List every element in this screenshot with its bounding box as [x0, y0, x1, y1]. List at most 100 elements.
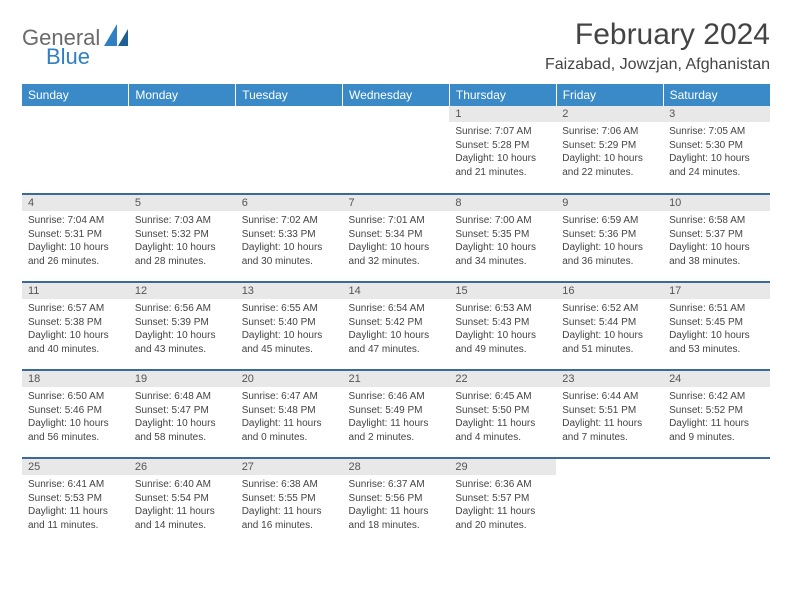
day-details: Sunrise: 6:41 AMSunset: 5:53 PMDaylight:… [22, 475, 129, 536]
day-number: 9 [556, 195, 663, 211]
sunrise-line: Sunrise: 6:37 AM [349, 478, 444, 492]
calendar-day: 17Sunrise: 6:51 AMSunset: 5:45 PMDayligh… [663, 282, 770, 370]
day-number: 19 [129, 371, 236, 387]
sunset-line: Sunset: 5:29 PM [562, 139, 657, 153]
daylight-line: Daylight: 10 hours and 36 minutes. [562, 241, 657, 268]
sunrise-line: Sunrise: 6:40 AM [135, 478, 230, 492]
day-number: 12 [129, 283, 236, 299]
sunrise-line: Sunrise: 6:44 AM [562, 390, 657, 404]
calendar-day: 9Sunrise: 6:59 AMSunset: 5:36 PMDaylight… [556, 194, 663, 282]
day-details: Sunrise: 6:47 AMSunset: 5:48 PMDaylight:… [236, 387, 343, 448]
day-details: Sunrise: 7:03 AMSunset: 5:32 PMDaylight:… [129, 211, 236, 272]
calendar-week: 4Sunrise: 7:04 AMSunset: 5:31 PMDaylight… [22, 194, 770, 282]
calendar-week: 1Sunrise: 7:07 AMSunset: 5:28 PMDaylight… [22, 106, 770, 194]
sunset-line: Sunset: 5:55 PM [242, 492, 337, 506]
day-details: Sunrise: 6:53 AMSunset: 5:43 PMDaylight:… [449, 299, 556, 360]
day-number: 14 [343, 283, 450, 299]
calendar-day [556, 458, 663, 546]
calendar-day: 1Sunrise: 7:07 AMSunset: 5:28 PMDaylight… [449, 106, 556, 194]
sunset-line: Sunset: 5:32 PM [135, 228, 230, 242]
day-number: 28 [343, 459, 450, 475]
day-number: 4 [22, 195, 129, 211]
day-number: 6 [236, 195, 343, 211]
sunset-line: Sunset: 5:31 PM [28, 228, 123, 242]
calendar-day: 6Sunrise: 7:02 AMSunset: 5:33 PMDaylight… [236, 194, 343, 282]
day-number: 25 [22, 459, 129, 475]
sunset-line: Sunset: 5:48 PM [242, 404, 337, 418]
day-number: 7 [343, 195, 450, 211]
sunset-line: Sunset: 5:47 PM [135, 404, 230, 418]
day-header: Saturday [663, 84, 770, 106]
day-number: 21 [343, 371, 450, 387]
daylight-line: Daylight: 10 hours and 45 minutes. [242, 329, 337, 356]
sunset-line: Sunset: 5:50 PM [455, 404, 550, 418]
daylight-line: Daylight: 11 hours and 0 minutes. [242, 417, 337, 444]
sunset-line: Sunset: 5:56 PM [349, 492, 444, 506]
calendar-day [343, 106, 450, 194]
day-details: Sunrise: 6:36 AMSunset: 5:57 PMDaylight:… [449, 475, 556, 536]
day-header: Monday [129, 84, 236, 106]
calendar-day: 10Sunrise: 6:58 AMSunset: 5:37 PMDayligh… [663, 194, 770, 282]
day-number: 1 [449, 106, 556, 122]
sunrise-line: Sunrise: 6:52 AM [562, 302, 657, 316]
calendar-day: 8Sunrise: 7:00 AMSunset: 5:35 PMDaylight… [449, 194, 556, 282]
daylight-line: Daylight: 10 hours and 43 minutes. [135, 329, 230, 356]
daylight-line: Daylight: 10 hours and 38 minutes. [669, 241, 764, 268]
calendar-day: 29Sunrise: 6:36 AMSunset: 5:57 PMDayligh… [449, 458, 556, 546]
calendar-day: 27Sunrise: 6:38 AMSunset: 5:55 PMDayligh… [236, 458, 343, 546]
calendar-day [236, 106, 343, 194]
day-header: Thursday [449, 84, 556, 106]
sunset-line: Sunset: 5:45 PM [669, 316, 764, 330]
sunset-line: Sunset: 5:53 PM [28, 492, 123, 506]
daylight-line: Daylight: 11 hours and 11 minutes. [28, 505, 123, 532]
sunrise-line: Sunrise: 7:03 AM [135, 214, 230, 228]
day-number: 20 [236, 371, 343, 387]
day-header: Sunday [22, 84, 129, 106]
day-header: Tuesday [236, 84, 343, 106]
calendar-week: 18Sunrise: 6:50 AMSunset: 5:46 PMDayligh… [22, 370, 770, 458]
sunset-line: Sunset: 5:37 PM [669, 228, 764, 242]
day-number: 16 [556, 283, 663, 299]
day-details: Sunrise: 6:42 AMSunset: 5:52 PMDaylight:… [663, 387, 770, 448]
day-details: Sunrise: 6:44 AMSunset: 5:51 PMDaylight:… [556, 387, 663, 448]
sunrise-line: Sunrise: 7:06 AM [562, 125, 657, 139]
day-details: Sunrise: 6:55 AMSunset: 5:40 PMDaylight:… [236, 299, 343, 360]
calendar-day: 25Sunrise: 6:41 AMSunset: 5:53 PMDayligh… [22, 458, 129, 546]
day-details: Sunrise: 6:57 AMSunset: 5:38 PMDaylight:… [22, 299, 129, 360]
day-number: 23 [556, 371, 663, 387]
day-details: Sunrise: 6:56 AMSunset: 5:39 PMDaylight:… [129, 299, 236, 360]
calendar-day [129, 106, 236, 194]
day-details: Sunrise: 6:48 AMSunset: 5:47 PMDaylight:… [129, 387, 236, 448]
page-header: General Blue February 2024 Faizabad, Jow… [22, 18, 770, 74]
sunrise-line: Sunrise: 6:54 AM [349, 302, 444, 316]
day-details: Sunrise: 7:00 AMSunset: 5:35 PMDaylight:… [449, 211, 556, 272]
calendar-day [663, 458, 770, 546]
day-details: Sunrise: 7:04 AMSunset: 5:31 PMDaylight:… [22, 211, 129, 272]
daylight-line: Daylight: 10 hours and 21 minutes. [455, 152, 550, 179]
sunrise-line: Sunrise: 6:41 AM [28, 478, 123, 492]
daylight-line: Daylight: 11 hours and 18 minutes. [349, 505, 444, 532]
daylight-line: Daylight: 11 hours and 16 minutes. [242, 505, 337, 532]
sunrise-line: Sunrise: 6:53 AM [455, 302, 550, 316]
sunset-line: Sunset: 5:49 PM [349, 404, 444, 418]
day-details: Sunrise: 6:37 AMSunset: 5:56 PMDaylight:… [343, 475, 450, 536]
calendar-day: 19Sunrise: 6:48 AMSunset: 5:47 PMDayligh… [129, 370, 236, 458]
calendar-day: 26Sunrise: 6:40 AMSunset: 5:54 PMDayligh… [129, 458, 236, 546]
daylight-line: Daylight: 10 hours and 56 minutes. [28, 417, 123, 444]
daylight-line: Daylight: 10 hours and 26 minutes. [28, 241, 123, 268]
daylight-line: Daylight: 10 hours and 32 minutes. [349, 241, 444, 268]
sunset-line: Sunset: 5:34 PM [349, 228, 444, 242]
calendar-day: 20Sunrise: 6:47 AMSunset: 5:48 PMDayligh… [236, 370, 343, 458]
calendar-day: 22Sunrise: 6:45 AMSunset: 5:50 PMDayligh… [449, 370, 556, 458]
calendar-day: 21Sunrise: 6:46 AMSunset: 5:49 PMDayligh… [343, 370, 450, 458]
day-number: 17 [663, 283, 770, 299]
calendar-day: 5Sunrise: 7:03 AMSunset: 5:32 PMDaylight… [129, 194, 236, 282]
day-details: Sunrise: 6:38 AMSunset: 5:55 PMDaylight:… [236, 475, 343, 536]
daylight-line: Daylight: 11 hours and 7 minutes. [562, 417, 657, 444]
day-details: Sunrise: 6:58 AMSunset: 5:37 PMDaylight:… [663, 211, 770, 272]
day-number: 2 [556, 106, 663, 122]
daylight-line: Daylight: 10 hours and 47 minutes. [349, 329, 444, 356]
page-title: February 2024 [545, 18, 770, 52]
sunset-line: Sunset: 5:43 PM [455, 316, 550, 330]
day-number: 24 [663, 371, 770, 387]
